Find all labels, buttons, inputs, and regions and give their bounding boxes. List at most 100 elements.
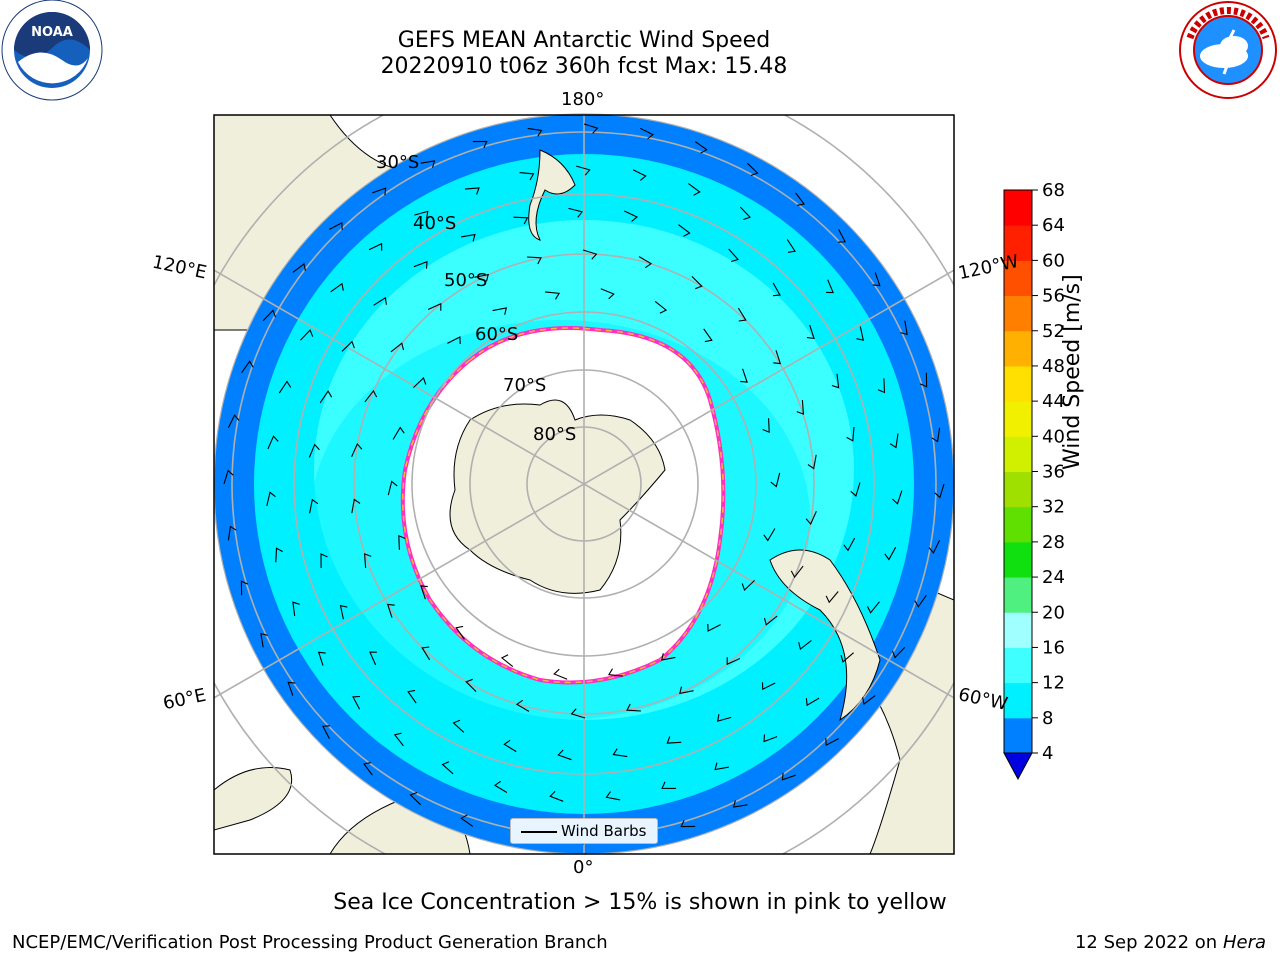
wind-barb (368, 242, 383, 251)
wind-barb (728, 248, 739, 263)
wind-barb (605, 791, 621, 801)
wind-barb (654, 300, 668, 314)
wind-barb (867, 601, 880, 614)
footer-machine: Hera (1222, 932, 1266, 953)
nws-logo (1179, 1, 1277, 99)
wind-barb (661, 781, 677, 789)
wind-barb (632, 169, 647, 181)
colorbar-segment (1004, 541, 1032, 578)
colorbar-tick-label: 28 (1042, 532, 1065, 553)
wind-barb (398, 534, 406, 550)
map-subtitle: 20220910 t06z 360h fcst Max: 15.48 (380, 54, 788, 79)
wind-barb (420, 160, 436, 168)
wind-barb (363, 553, 372, 568)
wind-barb (393, 732, 404, 747)
wind-barb (826, 279, 834, 294)
wind-barb (503, 739, 517, 753)
wind-barb (309, 498, 319, 514)
wind-barb (781, 772, 796, 781)
wind-barb (322, 725, 330, 739)
lat-label-80s: 80°S (533, 424, 577, 445)
wind-barb (351, 498, 361, 514)
colorbar-segment (1004, 330, 1032, 367)
colorbar-segment (1004, 260, 1032, 297)
colorbar-tick-label: 8 (1042, 708, 1053, 729)
colorbar-tick-label: 32 (1042, 497, 1065, 518)
wind-barb (703, 328, 713, 343)
wind-barb (300, 329, 314, 341)
wind-barb (351, 442, 363, 458)
wind-barb (640, 127, 654, 140)
wind-barb (515, 699, 530, 712)
lat-label-30s: 30°S (376, 152, 420, 173)
wind-barb (626, 703, 641, 712)
wind-barb (680, 819, 696, 828)
wind-barb (850, 482, 861, 497)
wind-barb (553, 668, 568, 680)
wind-barb (262, 309, 277, 321)
colorbar-tick-label: 4 (1042, 743, 1053, 764)
wind-barb (691, 276, 703, 290)
wind-barb (600, 288, 615, 300)
wind-barb (519, 172, 535, 181)
wind-barb (493, 780, 508, 793)
wind-barb (891, 647, 906, 659)
colorbar-segment (1004, 190, 1032, 226)
wind-barb (414, 210, 429, 219)
legend-line-icon (521, 831, 557, 833)
wind-barb (798, 640, 812, 651)
wind-barb (773, 350, 782, 365)
wind-barb (763, 615, 778, 626)
wind-barb (805, 697, 820, 707)
wind-barb (877, 378, 886, 394)
wind-barb (308, 443, 320, 458)
wind-barb (846, 426, 855, 442)
wind-barb (465, 678, 477, 692)
wind-barb (825, 738, 839, 746)
wind-barb (287, 681, 296, 696)
footer-credit: NCEP/EMC/Verification Post Processing Pr… (12, 932, 608, 953)
legend-label: Wind Barbs (561, 822, 647, 840)
wind-barb (292, 263, 306, 273)
wind-barb (455, 625, 465, 640)
wind-barb (688, 183, 701, 196)
sea-ice-note: Sea Ice Concentration > 15% is shown in … (333, 890, 947, 915)
wind-barb (407, 689, 417, 704)
wind-barb (409, 791, 421, 806)
wind-barb (761, 682, 776, 691)
wind-barb (900, 320, 908, 336)
wind-barb (339, 604, 348, 620)
wind-barb (240, 580, 249, 596)
wind-barb (441, 761, 454, 775)
colorbar-tick-label: 24 (1042, 567, 1065, 588)
colorbar-label: Wind Speed [m/s] (1060, 274, 1085, 470)
footer-date-text: 12 Sep 2022 on (1074, 932, 1218, 953)
wind-barb (726, 657, 741, 666)
wind-barb (266, 491, 276, 507)
wind-barb (934, 483, 945, 499)
wind-barb (369, 651, 377, 666)
wind-barb (568, 207, 584, 218)
colorbar-tick-label: 68 (1042, 180, 1065, 201)
wind-barb (341, 340, 355, 352)
wind-barb (786, 239, 796, 253)
wind-barb (421, 646, 431, 661)
wind-barb (413, 260, 428, 269)
wind-barb (666, 736, 682, 744)
wind-barb (260, 632, 268, 648)
noaa-logo: NOAA (1, 0, 103, 101)
footer-date: 12 Sep 2022 on Hera (1075, 932, 1266, 953)
wind-barb (889, 433, 899, 449)
wind-barb (737, 307, 747, 322)
wind-barb (678, 224, 691, 237)
wind-barb (461, 233, 476, 242)
colorbar-segment (1004, 365, 1032, 402)
colorbar-segment (1004, 436, 1032, 472)
wind-barb (364, 389, 378, 403)
wind-barb (856, 326, 865, 341)
wind-barb (275, 547, 283, 563)
wind-barb (806, 324, 815, 340)
colorbar-segment (1004, 506, 1032, 543)
wind-barb (576, 165, 591, 176)
wind-barb (840, 652, 854, 663)
